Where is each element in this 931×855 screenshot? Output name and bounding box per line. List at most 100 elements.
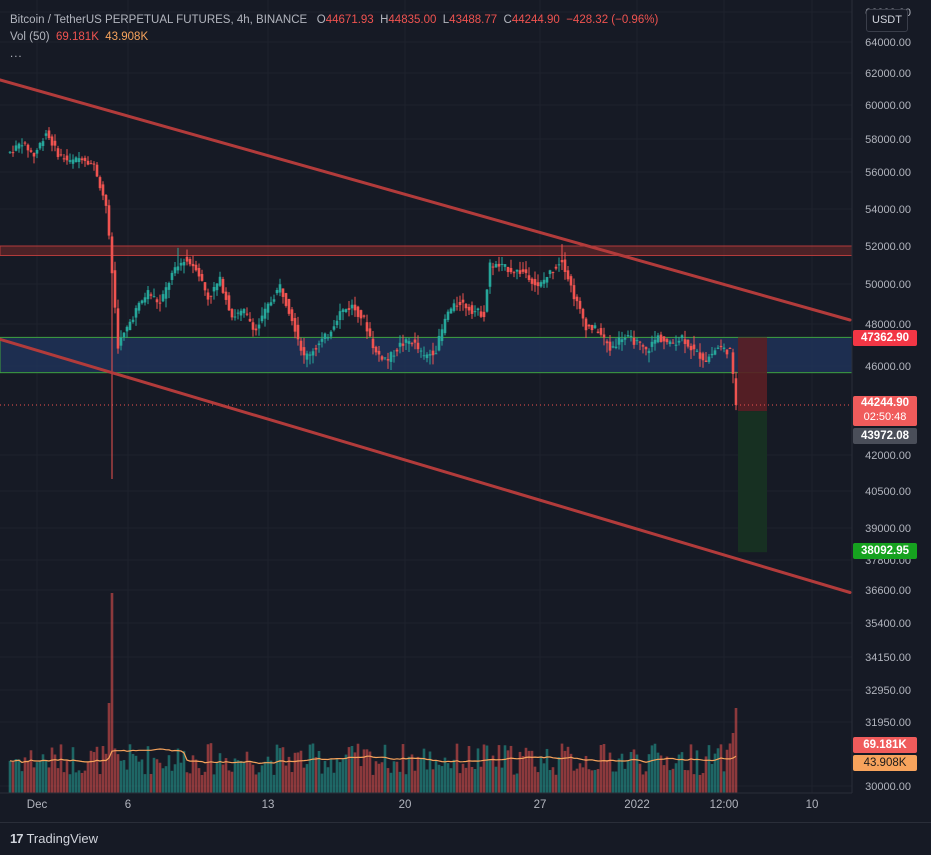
candle-body	[410, 343, 414, 345]
volume-bar	[479, 766, 483, 793]
volume-bar	[200, 774, 204, 793]
volume-bar	[86, 762, 90, 793]
last-price-tag: 44244.90 02:50:48	[853, 396, 917, 426]
volume-bar	[257, 772, 261, 793]
currency-button[interactable]: USDT	[866, 9, 908, 32]
candle-body	[509, 268, 513, 273]
volume-bar	[380, 762, 384, 793]
low-label: L	[442, 14, 450, 26]
candle-body	[389, 352, 393, 362]
volume-bar	[296, 752, 300, 793]
candle-body	[698, 352, 702, 359]
candle-body	[224, 291, 228, 300]
volume-bar	[206, 744, 210, 793]
volume-bar	[74, 772, 78, 793]
volume-bar	[335, 758, 339, 793]
volume-bar	[362, 749, 366, 793]
candle-body	[470, 305, 474, 314]
price-chart[interactable]: 66000.0064000.0062000.0060000.0058000.00…	[0, 0, 931, 822]
volume-bar	[719, 744, 723, 793]
candle-body	[158, 302, 162, 304]
volume-bar	[53, 754, 57, 793]
volume-bar	[284, 765, 288, 793]
price-tick-label: 36600.00	[865, 585, 911, 597]
trendlines[interactable]	[0, 78, 852, 594]
more-indicators-button[interactable]: ...	[10, 48, 23, 60]
volume-bar	[161, 768, 165, 793]
candle-body	[482, 311, 486, 318]
candle-body	[500, 263, 504, 265]
candle-body	[263, 308, 267, 319]
candle-body	[164, 287, 168, 299]
volume-bar	[107, 703, 111, 793]
candle-body	[110, 236, 114, 274]
candle-body	[554, 266, 558, 269]
volume-row: Vol (50) 69.181K 43.908K	[10, 29, 658, 46]
volume-bar	[62, 772, 66, 793]
volume-label[interactable]: Vol (50)	[10, 31, 50, 43]
volume-bar	[125, 769, 129, 793]
candle-body	[245, 313, 249, 315]
volume-bar	[197, 768, 201, 793]
candle-body	[221, 279, 225, 293]
volume-bar	[17, 759, 21, 793]
candle-body	[260, 315, 264, 322]
time-axis[interactable]: Dec 6 13 20 27 2022 12:00 10	[0, 792, 852, 811]
volume-bar	[164, 766, 168, 793]
stop-loss-box	[738, 337, 767, 412]
stop-price-tag: 47362.90	[853, 330, 917, 346]
time-tick-label: 20	[399, 799, 412, 811]
volume-bar	[644, 771, 648, 793]
volume-bar	[134, 755, 138, 793]
candle-body	[194, 264, 198, 271]
candle-body	[341, 309, 345, 312]
volume-bar	[587, 769, 591, 793]
volume-bar	[692, 774, 696, 793]
candle-body	[572, 285, 576, 300]
candle-body	[725, 349, 729, 355]
candle-body	[647, 350, 651, 354]
candle-body	[536, 282, 540, 287]
candle-body	[485, 289, 489, 312]
volume-bar	[542, 763, 546, 793]
volume-bar	[407, 756, 411, 793]
candle-body	[542, 279, 546, 284]
volume-bar	[233, 758, 237, 793]
volume-bar	[656, 752, 660, 793]
volume-bar	[323, 760, 327, 793]
price-tick-label: 56000.00	[865, 167, 911, 179]
candle-body	[560, 259, 564, 263]
volume-bar	[167, 755, 171, 793]
volume-bar	[623, 768, 627, 793]
candle-body	[584, 318, 588, 331]
volume-bar	[374, 761, 378, 793]
candle-body	[677, 340, 681, 343]
volume-bar	[254, 774, 258, 793]
time-tick-label: 27	[534, 799, 547, 811]
candle-body	[11, 152, 15, 154]
candle-body	[530, 278, 534, 284]
volume-bar	[524, 747, 528, 793]
volume-bar	[89, 750, 93, 793]
volume-bar	[410, 754, 414, 793]
volume-bar	[605, 760, 609, 793]
volume-bar	[620, 753, 624, 793]
candle-body	[215, 283, 219, 291]
volume-bar	[677, 754, 681, 793]
volume-bar	[230, 771, 234, 793]
volume-bar	[713, 753, 717, 793]
candle-body	[23, 142, 27, 144]
candle-body	[314, 348, 318, 350]
price-tick-label: 46000.00	[865, 361, 911, 373]
volume-bar	[194, 759, 198, 793]
candle-body	[365, 322, 369, 332]
volume-bar	[44, 760, 48, 793]
tradingview-brand[interactable]: 17 TradingView	[10, 831, 98, 846]
candle-body	[425, 354, 429, 359]
volume-bar	[437, 764, 441, 793]
symbol-title[interactable]: Bitcoin / TetherUS PERPETUAL FUTURES, 4h…	[10, 14, 308, 26]
candle-body	[188, 258, 192, 265]
volume-bar	[26, 760, 30, 793]
candle-body	[20, 145, 24, 147]
candle-body	[428, 354, 432, 356]
